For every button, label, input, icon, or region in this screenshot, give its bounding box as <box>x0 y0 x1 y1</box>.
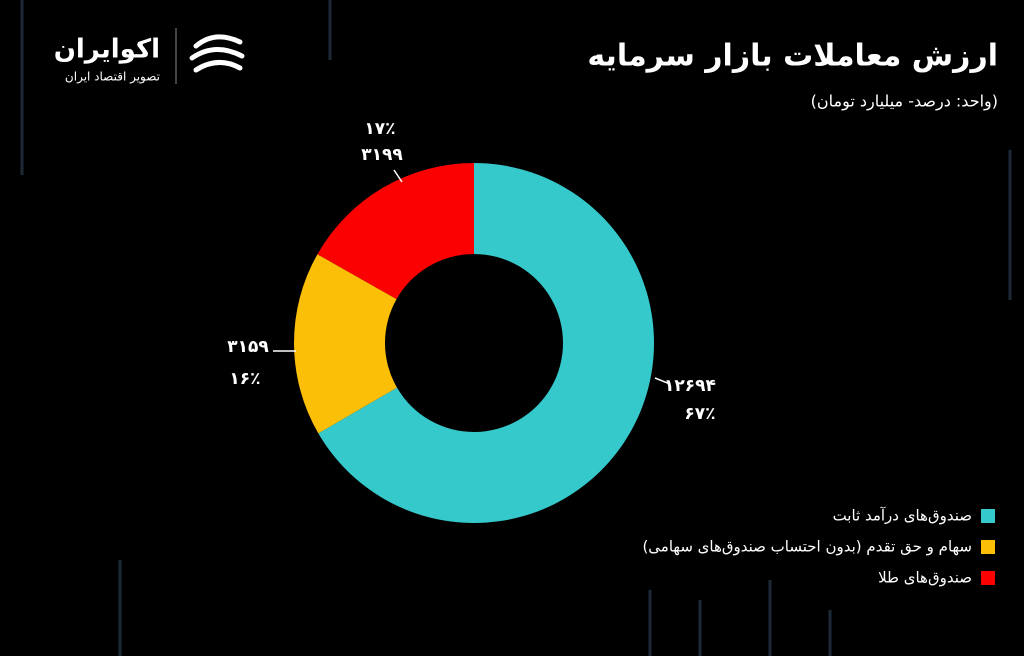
legend-label: صندوق‌های درآمد ثابت <box>833 507 972 525</box>
chart-title: ارزش معاملات بازار سرمایه <box>587 39 998 74</box>
value-label: ۱۲۶۹۴ <box>664 376 716 396</box>
percent-label: ۱۷٪ <box>364 119 395 139</box>
leader-line <box>393 169 403 183</box>
logo: اکوایران تصویر اقتصاد ایران <box>54 28 245 85</box>
legend-label: صندوق‌های طلا <box>878 569 972 587</box>
logo-icon <box>189 34 245 73</box>
legend-swatch <box>981 571 995 585</box>
legend-swatch <box>981 509 995 523</box>
donut-slice <box>318 163 654 523</box>
background-decor <box>20 0 1012 656</box>
legend-swatch <box>981 540 995 554</box>
donut-slice <box>293 254 398 434</box>
value-label: ۳۱۹۹ <box>361 145 403 165</box>
brand-tagline: تصویر اقتصاد ایران <box>65 70 160 85</box>
percent-label: ۶۷٪ <box>684 404 715 424</box>
value-label: ۳۱۵۹ <box>227 337 269 357</box>
chart-subtitle: (واحد: درصد- میلیارد تومان) <box>811 92 998 112</box>
percent-label: ۱۶٪ <box>229 369 260 389</box>
leader-line <box>654 377 671 385</box>
legend-label: سهام و حق تقدم (بدون احتساب صندوق‌های سه… <box>642 538 972 556</box>
brand-name: اکوایران <box>54 35 160 65</box>
donut-slice <box>317 163 474 300</box>
